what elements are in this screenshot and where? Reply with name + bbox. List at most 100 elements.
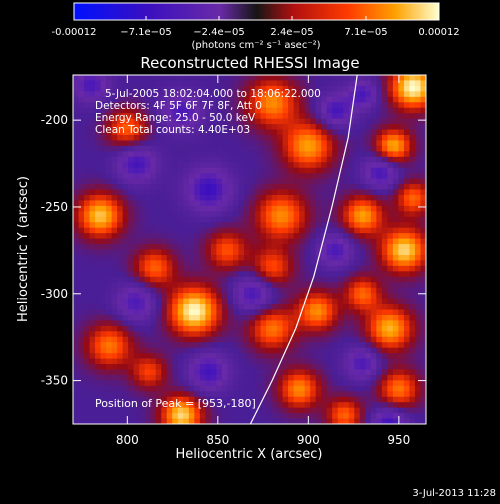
- heatmap-cell: [221, 293, 228, 300]
- heatmap-cell: [420, 194, 426, 201]
- heatmap-cell: [365, 364, 372, 370]
- heatmap-cell: [238, 75, 245, 81]
- heatmap-cell: [89, 91, 96, 98]
- heatmap-cell: [117, 380, 124, 387]
- heatmap-cell: [73, 80, 80, 87]
- heatmap-cell: [227, 369, 234, 376]
- heatmap-cell: [293, 184, 300, 191]
- heatmap-cell: [172, 205, 179, 212]
- heatmap-cell: [403, 353, 410, 360]
- heatmap-cell: [84, 260, 91, 267]
- heatmap-cell: [376, 167, 383, 174]
- heatmap-cell: [177, 85, 184, 92]
- heatmap-cell: [343, 413, 350, 420]
- heatmap-cell: [106, 298, 113, 305]
- heatmap-cell: [199, 249, 206, 256]
- heatmap-cell: [337, 287, 344, 294]
- heatmap-cell: [155, 107, 162, 114]
- heatmap-cell: [359, 402, 366, 409]
- heatmap-cell: [414, 102, 421, 109]
- heatmap-cell: [255, 222, 262, 229]
- heatmap-cell: [194, 178, 201, 185]
- heatmap-cell: [111, 75, 118, 81]
- heatmap-cell: [255, 80, 262, 87]
- heatmap-cell: [227, 85, 234, 92]
- heatmap-cell: [194, 145, 201, 152]
- heatmap-cell: [210, 254, 217, 261]
- heatmap-cell: [403, 244, 410, 250]
- heatmap-cell: [348, 145, 355, 152]
- heatmap-cell: [111, 364, 118, 370]
- heatmap-cell: [221, 80, 228, 87]
- heatmap-cell: [122, 222, 129, 229]
- heatmap-cell: [255, 347, 262, 354]
- heatmap-cell: [398, 265, 405, 272]
- heatmap-cell: [199, 118, 206, 125]
- heatmap-cell: [155, 75, 162, 81]
- heatmap-cell: [266, 162, 273, 169]
- heatmap-cell: [348, 293, 355, 300]
- heatmap-cell: [293, 189, 300, 196]
- heatmap-cell: [337, 407, 344, 414]
- heatmap-cell: [133, 304, 140, 310]
- heatmap-cell: [337, 396, 344, 403]
- heatmap-cell: [266, 167, 273, 174]
- heatmap-cell: [84, 75, 91, 81]
- heatmap-cell: [359, 369, 366, 376]
- heatmap-cell: [359, 96, 366, 103]
- heatmap-cell: [343, 173, 350, 180]
- heatmap-cell: [337, 309, 344, 316]
- heatmap-cell: [221, 385, 228, 392]
- heatmap-cell: [299, 293, 306, 300]
- heatmap-cell: [238, 113, 245, 120]
- heatmap-cell: [150, 380, 157, 387]
- heatmap-cell: [403, 282, 410, 289]
- heatmap-cell: [282, 205, 289, 212]
- heatmap-cell: [199, 211, 206, 218]
- heatmap-cell: [376, 358, 383, 365]
- heatmap-cell: [166, 364, 173, 370]
- heatmap-cell: [139, 304, 146, 310]
- heatmap-cell: [398, 145, 405, 152]
- heatmap-cell: [260, 156, 267, 163]
- heatmap-cell: [128, 140, 135, 147]
- heatmap-cell: [277, 238, 284, 245]
- heatmap-cell: [155, 129, 162, 136]
- heatmap-cell: [315, 402, 322, 409]
- heatmap-cell: [354, 80, 361, 87]
- heatmap-cell: [348, 418, 355, 424]
- heatmap-cell: [122, 80, 129, 87]
- heatmap-cell: [139, 364, 146, 370]
- heatmap-cell: [392, 211, 399, 218]
- heatmap-cell: [139, 402, 146, 409]
- heatmap-cell: [420, 402, 426, 409]
- heatmap-cell: [310, 156, 317, 163]
- heatmap-cell: [117, 145, 124, 152]
- heatmap-cell: [359, 75, 366, 81]
- heatmap-cell: [133, 331, 140, 338]
- heatmap-cell: [249, 418, 256, 424]
- heatmap-cell: [183, 298, 190, 305]
- heatmap-cell: [216, 173, 223, 180]
- heatmap-cell: [177, 91, 184, 98]
- heatmap-cell: [354, 353, 361, 360]
- heatmap-cell: [122, 407, 129, 414]
- heatmap-cell: [188, 167, 195, 174]
- heatmap-cell: [381, 276, 388, 283]
- heatmap-cell: [370, 385, 377, 392]
- heatmap-cell: [210, 391, 217, 398]
- heatmap-cell: [232, 298, 239, 305]
- heatmap-cell: [177, 96, 184, 103]
- heatmap-cell: [403, 249, 410, 256]
- heatmap-cell: [387, 320, 394, 327]
- heatmap-cell: [238, 102, 245, 109]
- heatmap-cell: [271, 184, 278, 191]
- heatmap-cell: [376, 107, 383, 114]
- heatmap-cell: [343, 347, 350, 354]
- heatmap-cell: [376, 238, 383, 245]
- heatmap-cell: [232, 396, 239, 403]
- heatmap-cell: [277, 254, 284, 261]
- heatmap-cell: [282, 124, 289, 131]
- heatmap-cell: [293, 304, 300, 310]
- heatmap-cell: [370, 140, 377, 147]
